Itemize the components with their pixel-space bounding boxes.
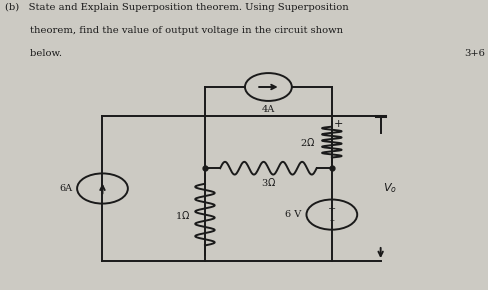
Circle shape (77, 173, 128, 204)
Text: 2$\Omega$: 2$\Omega$ (300, 136, 315, 148)
Text: below.: below. (5, 49, 62, 58)
Text: (b)   State and Explain Superposition theorem. Using Superposition: (b) State and Explain Superposition theo… (5, 3, 348, 12)
Text: –: – (329, 216, 334, 225)
Text: theorem, find the value of output voltage in the circuit shown: theorem, find the value of output voltag… (5, 26, 343, 35)
Text: 4A: 4A (262, 105, 275, 114)
Text: 3+6: 3+6 (465, 49, 486, 58)
Text: +: + (334, 119, 344, 129)
Text: +: + (328, 204, 336, 213)
Text: 3$\Omega$: 3$\Omega$ (261, 176, 276, 188)
Text: 6A: 6A (59, 184, 72, 193)
Circle shape (306, 200, 357, 230)
Text: $V_o$: $V_o$ (383, 182, 397, 195)
Text: 6 V: 6 V (285, 210, 302, 219)
Circle shape (245, 73, 292, 101)
Text: 1$\Omega$: 1$\Omega$ (175, 209, 190, 221)
